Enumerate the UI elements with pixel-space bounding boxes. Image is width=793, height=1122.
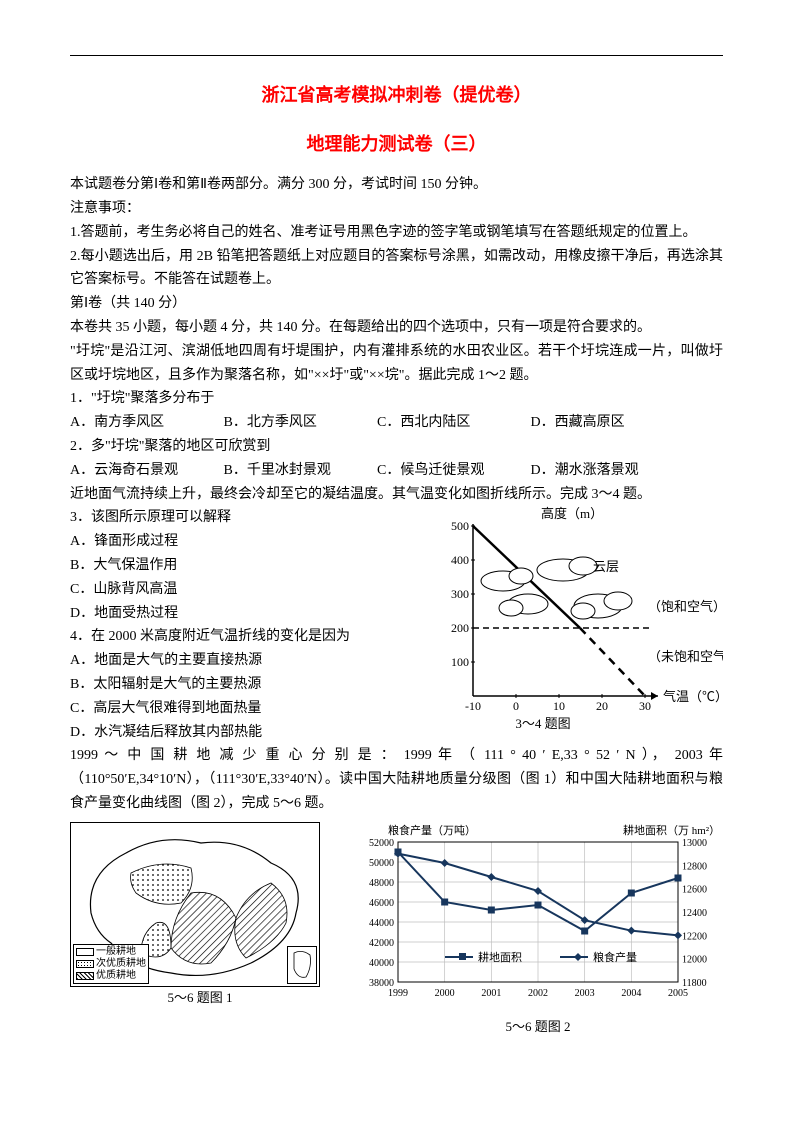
q3-b: B．大气保温作用 [70, 554, 433, 578]
svg-text:2005: 2005 [668, 988, 688, 999]
svg-text:耕地面积（万 hm²）: 耕地面积（万 hm²） [623, 823, 720, 837]
svg-text:耕地面积: 耕地面积 [478, 950, 522, 964]
legend-a: 一般耕地 [96, 946, 136, 958]
intro-p4: 2.每小题选出后，用 2B 铅笔把答题纸上对应题目的答案标号涂黑，如需改动，用橡… [70, 245, 723, 293]
svg-text:12400: 12400 [682, 908, 707, 919]
cloud-label: 云层 [593, 559, 619, 574]
svg-text:2000: 2000 [435, 988, 455, 999]
fig1-caption: 5～6 题图 1 [70, 987, 330, 1009]
y-axis-label: 高度（m） [541, 506, 603, 521]
fig2-caption: 5～6 题图 2 [353, 1016, 723, 1038]
chart-5-6: 粮食产量（万吨）耕地面积（万 hm²）380004000042000440004… [353, 822, 723, 1007]
legend-c: 优质耕地 [96, 970, 136, 982]
q3-c: C．山脉背风高温 [70, 578, 433, 602]
intro-p2: 注意事项： [70, 197, 723, 221]
svg-text:1999: 1999 [388, 988, 408, 999]
svg-text:2004: 2004 [621, 988, 641, 999]
svg-text:2002: 2002 [528, 988, 548, 999]
intro-p3: 1.答题前，考生务必将自己的姓名、准考证号用黑色字迹的签字笔或钢笔填写在答题纸规… [70, 221, 723, 245]
exam-title-1: 浙江省高考模拟冲刺卷（提优卷） [70, 80, 723, 111]
chart-3-4: 高度（m） 100 200 300 400 500 -10 0 10 20 30… [433, 506, 723, 731]
map-inset [287, 946, 317, 984]
svg-text:48000: 48000 [369, 878, 394, 889]
q1-stem: 1．"圩垸"聚落多分布于 [70, 387, 723, 411]
q1-options: A．南方季风区 B．北方季风区 C．西北内陆区 D．西藏高原区 [70, 411, 723, 435]
svg-text:12600: 12600 [682, 884, 707, 895]
svg-text:50000: 50000 [369, 858, 394, 869]
q1-d: D．西藏高原区 [531, 411, 625, 435]
q3-d: D．地面受热过程 [70, 602, 433, 626]
header-rule [70, 55, 723, 56]
svg-text:30: 30 [639, 699, 651, 713]
svg-text:20: 20 [596, 699, 608, 713]
section1-heading: 第Ⅰ卷（共 140 分） [70, 292, 723, 316]
svg-text:2001: 2001 [481, 988, 501, 999]
q4-d: D．水汽凝结后释放其内部热能 [70, 721, 433, 745]
q2-d: D．潮水涨落景观 [531, 459, 639, 483]
x-axis-label: 气温（℃） [663, 689, 723, 704]
svg-text:12200: 12200 [682, 931, 707, 942]
svg-text:10: 10 [553, 699, 565, 713]
intro-p1: 本试题卷分第Ⅰ卷和第Ⅱ卷两部分。满分 300 分，考试时间 150 分钟。 [70, 173, 723, 197]
q4-c: C．高层大气很难得到地面热量 [70, 697, 433, 721]
q3-a: A．锋面形成过程 [70, 530, 433, 554]
svg-text:200: 200 [451, 621, 469, 635]
q1-a: A．南方季风区 [70, 411, 220, 435]
q2-c: C．候鸟迁徙景观 [377, 459, 527, 483]
exam-title-2: 地理能力测试卷（三） [70, 129, 723, 160]
q4-stem: 4．在 2000 米高度附近气温折线的变化是因为 [70, 625, 433, 649]
svg-text:500: 500 [451, 519, 469, 533]
passage-3-4: 近地面气流持续上升，最终会冷却至它的凝结温度。其气温变化如图折线所示。完成 3～… [70, 483, 723, 507]
svg-text:52000: 52000 [369, 838, 394, 849]
passage-5-6: 1999 ～ 中 国 耕 地 减 少 重 心 分 别 是 ： 1999 年 （ … [70, 744, 723, 815]
svg-text:300: 300 [451, 587, 469, 601]
q3-stem: 3．该图所示原理可以解释 [70, 506, 433, 530]
map-legend: 一般耕地 次优质耕地 优质耕地 [73, 944, 149, 984]
legend-b: 次优质耕地 [96, 958, 146, 970]
svg-text:40000: 40000 [369, 958, 394, 969]
svg-text:13000: 13000 [682, 838, 707, 849]
q4-a: A．地面是大气的主要直接热源 [70, 649, 433, 673]
q4-b: B．太阳辐射是大气的主要热源 [70, 673, 433, 697]
svg-text:0: 0 [513, 699, 519, 713]
q2-b: B．千里冰封景观 [224, 459, 374, 483]
q1-b: B．北方季风区 [224, 411, 374, 435]
svg-text:12000: 12000 [682, 954, 707, 965]
svg-text:400: 400 [451, 553, 469, 567]
svg-text:12800: 12800 [682, 861, 707, 872]
svg-text:42000: 42000 [369, 938, 394, 949]
svg-text:粮食产量（万吨）: 粮食产量（万吨） [388, 823, 476, 837]
svg-text:2003: 2003 [575, 988, 595, 999]
svg-text:100: 100 [451, 655, 469, 669]
passage-1-2: "圩垸"是沿江河、滨湖低地四周有圩堤围护，内有灌排系统的水田农业区。若干个圩垸连… [70, 340, 723, 388]
svg-text:-10: -10 [465, 699, 481, 713]
q1-c: C．西北内陆区 [377, 411, 527, 435]
chart34-caption: 3～4 题图 [515, 716, 570, 731]
svg-text:44000: 44000 [369, 918, 394, 929]
sat-label: （饱和空气） [648, 599, 723, 614]
q2-stem: 2．多"圩垸"聚落的地区可欣赏到 [70, 435, 723, 459]
svg-text:粮食产量: 粮食产量 [593, 950, 637, 964]
q2-a: A．云海奇石景观 [70, 459, 220, 483]
q2-options: A．云海奇石景观 B．千里冰封景观 C．候鸟迁徙景观 D．潮水涨落景观 [70, 459, 723, 483]
china-map: 一般耕地 次优质耕地 优质耕地 [70, 822, 320, 987]
section1-desc: 本卷共 35 小题，每小题 4 分，共 140 分。在每题给出的四个选项中，只有… [70, 316, 723, 340]
unsat-label: （未饱和空气） [648, 649, 723, 664]
svg-text:46000: 46000 [369, 898, 394, 909]
